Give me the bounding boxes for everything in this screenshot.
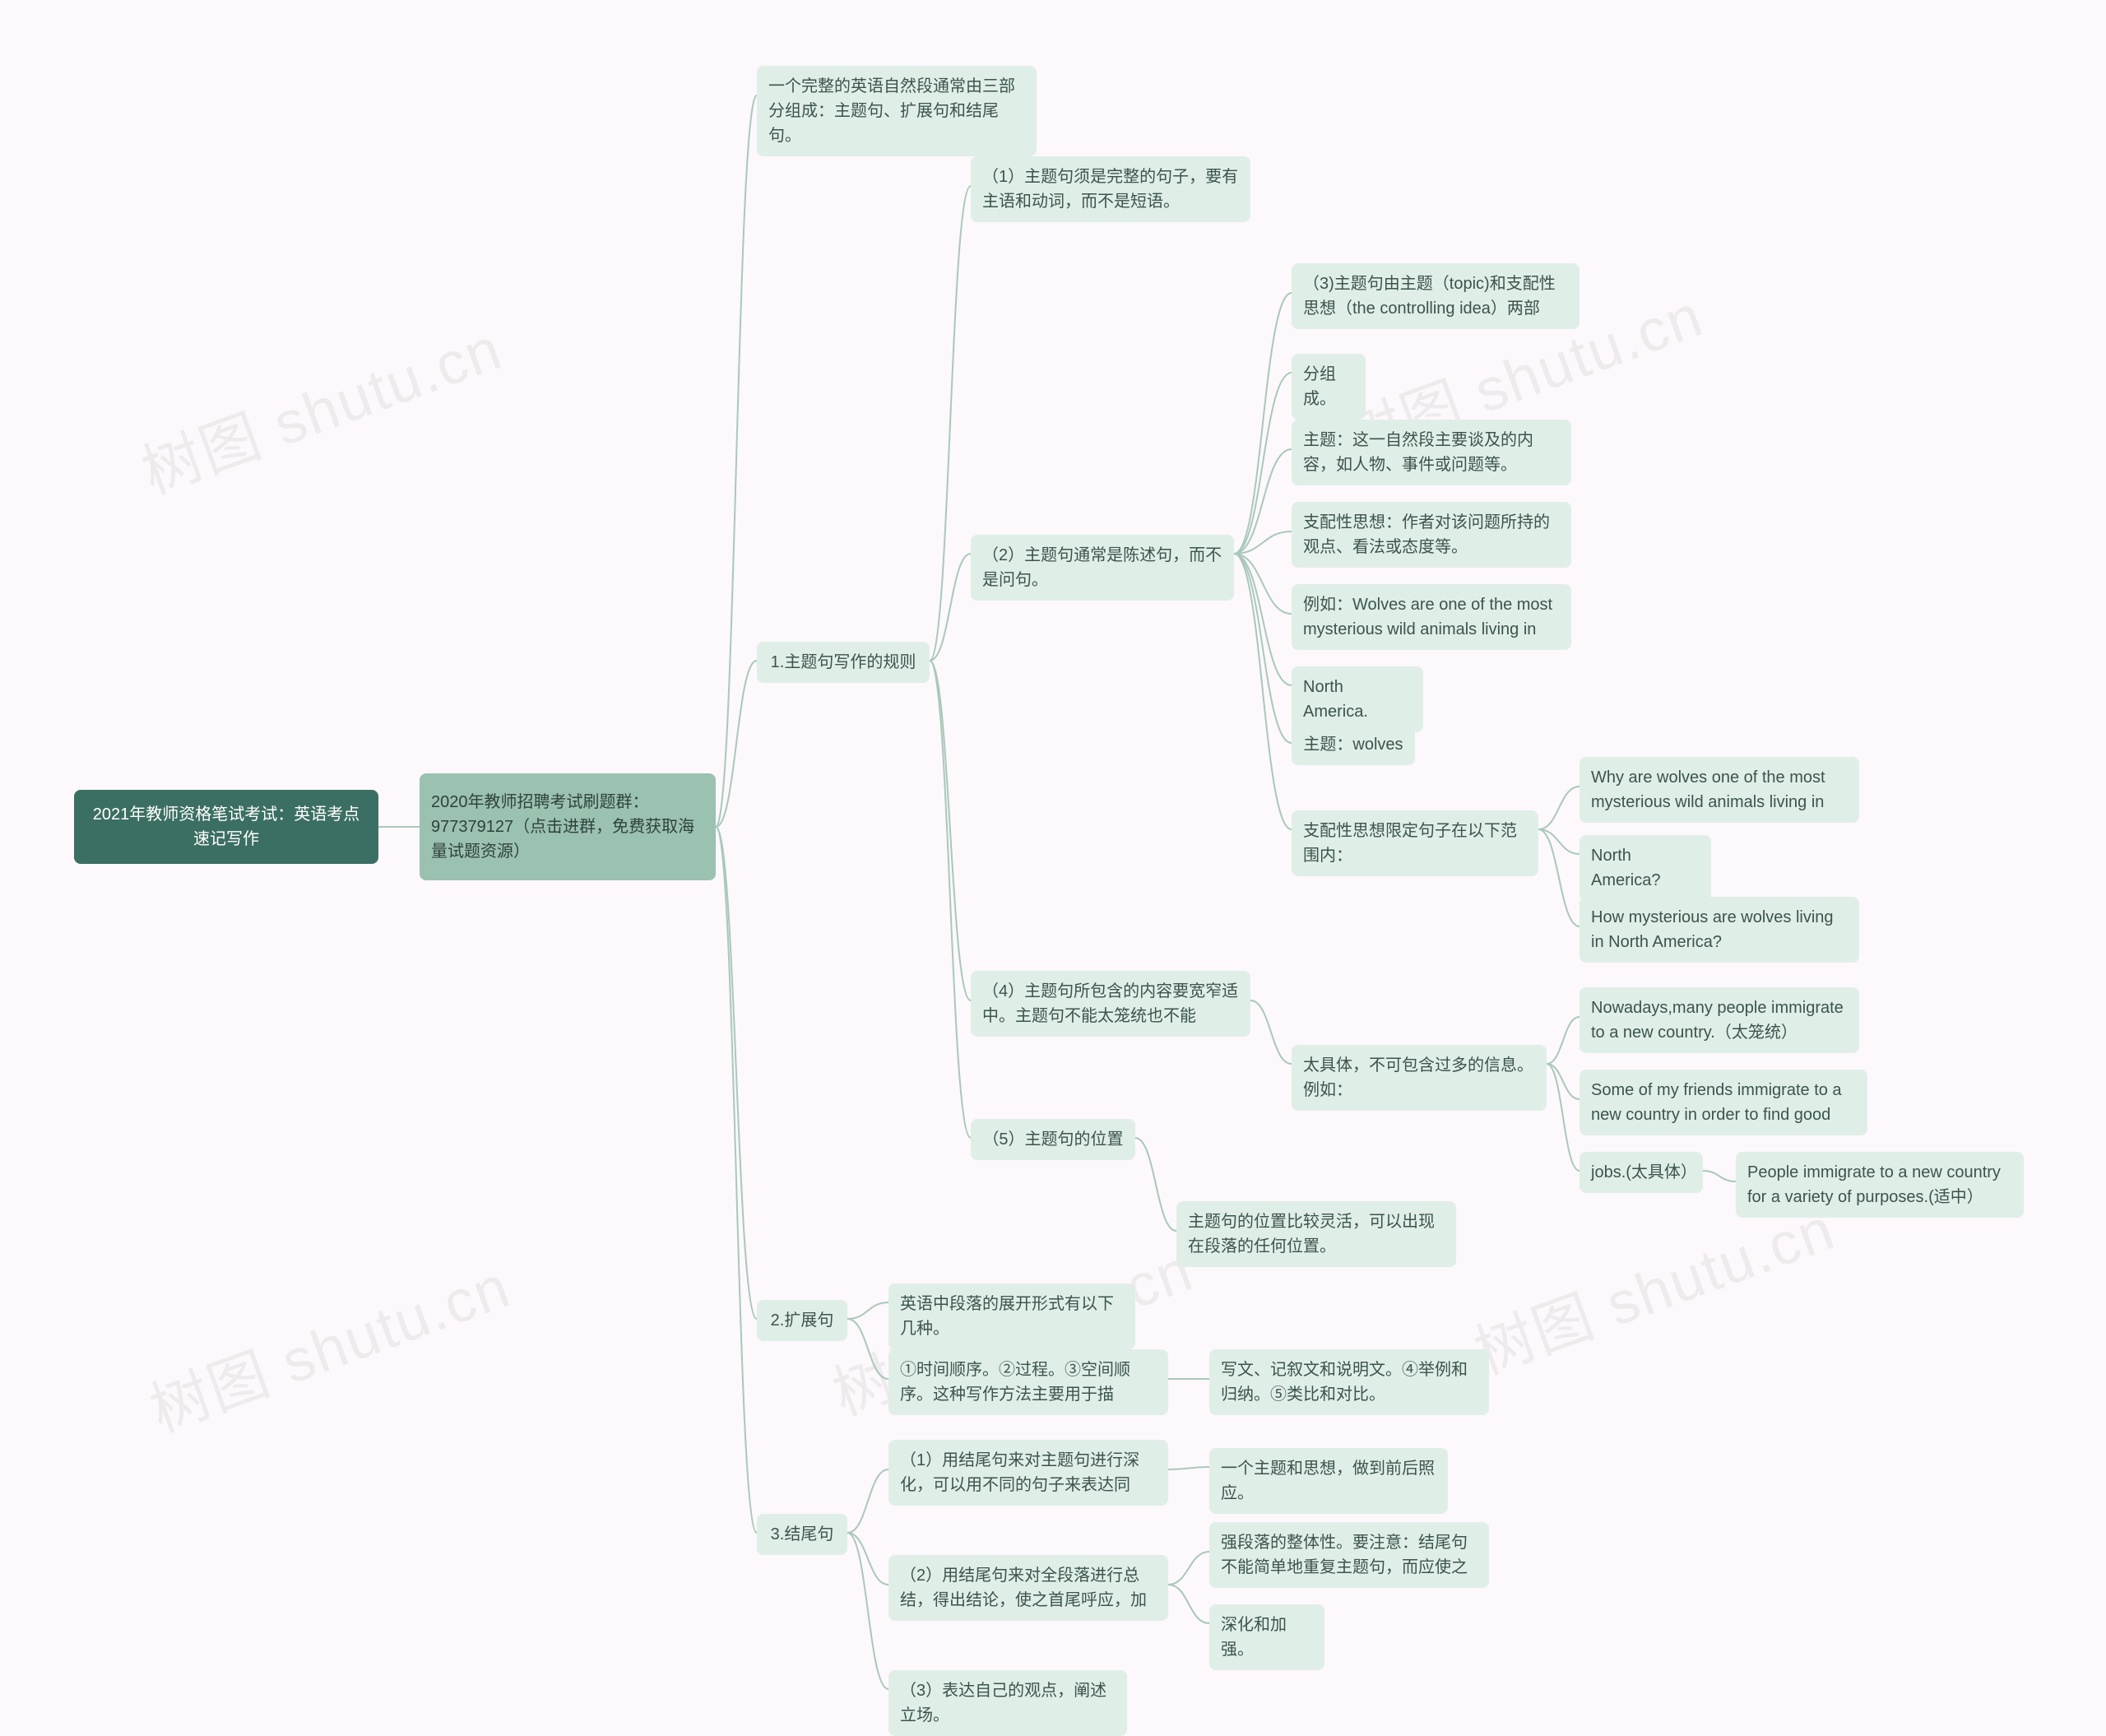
node-c14[interactable]: （5）主题句的位置 — [971, 1119, 1135, 1160]
node-e1282[interactable]: North America? — [1580, 835, 1711, 901]
edge — [716, 661, 757, 827]
node-d121[interactable]: （3)主题句由主题（topic)和支配性思想（the controlling i… — [1292, 263, 1580, 329]
node-e1312[interactable]: Some of my friends immigrate to a new co… — [1580, 1070, 1867, 1135]
node-e1313[interactable]: jobs.(太具体） — [1580, 1152, 1703, 1193]
node-d122[interactable]: 分组成。 — [1292, 354, 1366, 420]
node-d322[interactable]: 深化和加强。 — [1209, 1604, 1324, 1670]
edge — [1538, 829, 1580, 854]
edge — [1168, 1467, 1209, 1469]
node-d124[interactable]: 支配性思想：作者对该问题所持的观点、看法或态度等。 — [1292, 502, 1571, 568]
node-d321[interactable]: 强段落的整体性。要注意：结尾句不能简单地重复主题句，而应使之 — [1209, 1522, 1489, 1588]
node-b3[interactable]: 3.结尾句 — [757, 1514, 847, 1555]
edge — [1538, 829, 1580, 926]
node-e1283[interactable]: How mysterious are wolves living in Nort… — [1580, 897, 1859, 963]
edge — [1234, 554, 1292, 685]
edge — [930, 186, 971, 661]
node-a1[interactable]: 2020年教师招聘考试刷题群：977379127（点击进群，免费获取海量试题资源… — [420, 773, 716, 880]
node-c32[interactable]: （2）用结尾句来对全段落进行总结，得出结论，使之首尾呼应，加 — [888, 1555, 1168, 1621]
mindmap-canvas: 树图 shutu.cn树图 shutu.cn树图 shutu.cn树图 shut… — [0, 0, 2106, 1731]
edge — [1234, 554, 1292, 829]
edge — [1234, 373, 1292, 554]
edge — [1135, 1138, 1176, 1231]
edge — [1168, 1585, 1209, 1623]
edge — [930, 554, 971, 661]
node-root[interactable]: 2021年教师资格笔试考试：英语考点速记写作 — [74, 790, 378, 864]
edge — [1234, 554, 1292, 614]
watermark: 树图 shutu.cn — [128, 300, 512, 510]
watermark: 树图 shutu.cn — [137, 1238, 520, 1448]
edge — [1168, 1552, 1209, 1585]
edge — [1547, 1064, 1580, 1171]
edge — [1234, 554, 1292, 743]
edge — [716, 827, 757, 1319]
node-e1281[interactable]: Why are wolves one of the most mysteriou… — [1580, 757, 1859, 823]
edge — [1250, 1000, 1292, 1064]
edge — [1234, 293, 1292, 554]
edge — [847, 1469, 888, 1533]
node-d127[interactable]: 主题：wolves — [1292, 724, 1415, 765]
edge — [716, 95, 757, 827]
edge — [847, 1533, 888, 1689]
node-d123[interactable]: 主题：这一自然段主要谈及的内容，如人物、事件或问题等。 — [1292, 420, 1571, 485]
edge — [930, 661, 971, 1138]
node-b0[interactable]: 一个完整的英语自然段通常由三部分组成：主题句、扩展句和结尾句。 — [757, 66, 1037, 156]
node-d131[interactable]: 太具体，不可包含过多的信息。例如： — [1292, 1045, 1547, 1111]
node-c22[interactable]: ①时间顺序。②过程。③空间顺序。这种写作方法主要用于描 — [888, 1349, 1168, 1415]
edge — [847, 1319, 888, 1379]
edge — [1547, 1017, 1580, 1064]
node-c13[interactable]: （4）主题句所包含的内容要宽窄适中。主题句不能太笼统也不能 — [971, 971, 1250, 1037]
node-c31[interactable]: （1）用结尾句来对主题句进行深化，可以用不同的句子来表达同 — [888, 1440, 1168, 1506]
node-d311[interactable]: 一个主题和思想，做到前后照应。 — [1209, 1448, 1448, 1514]
node-b2[interactable]: 2.扩展句 — [757, 1300, 847, 1341]
node-d126[interactable]: North America. — [1292, 666, 1423, 732]
edge — [1547, 1064, 1580, 1099]
node-d125[interactable]: 例如：Wolves are one of the most mysterious… — [1292, 584, 1571, 650]
node-e1311[interactable]: Nowadays,many people immigrate to a new … — [1580, 987, 1859, 1053]
edge — [847, 1302, 888, 1319]
edge — [930, 661, 971, 1000]
edge — [1703, 1171, 1736, 1181]
edge — [1234, 531, 1292, 554]
node-d141[interactable]: 主题句的位置比较灵活，可以出现在段落的任何位置。 — [1176, 1201, 1456, 1267]
node-c12[interactable]: （2）主题句通常是陈述句，而不是问句。 — [971, 535, 1234, 601]
node-d221[interactable]: 写文、记叙文和说明文。④举例和归纳。⑤类比和对比。 — [1209, 1349, 1489, 1415]
edge — [847, 1533, 888, 1585]
edge — [1538, 787, 1580, 829]
node-f1313[interactable]: People immigrate to a new country for a … — [1736, 1152, 2024, 1218]
node-c11[interactable]: （1）主题句须是完整的句子，要有主语和动词，而不是短语。 — [971, 156, 1250, 222]
edge — [716, 827, 757, 1533]
edge — [1234, 449, 1292, 554]
node-d128[interactable]: 支配性思想限定句子在以下范围内： — [1292, 810, 1538, 876]
node-c33[interactable]: （3）表达自己的观点，阐述立场。 — [888, 1670, 1127, 1736]
node-c21[interactable]: 英语中段落的展开形式有以下几种。 — [888, 1283, 1135, 1349]
node-b1[interactable]: 1.主题句写作的规则 — [757, 642, 930, 683]
